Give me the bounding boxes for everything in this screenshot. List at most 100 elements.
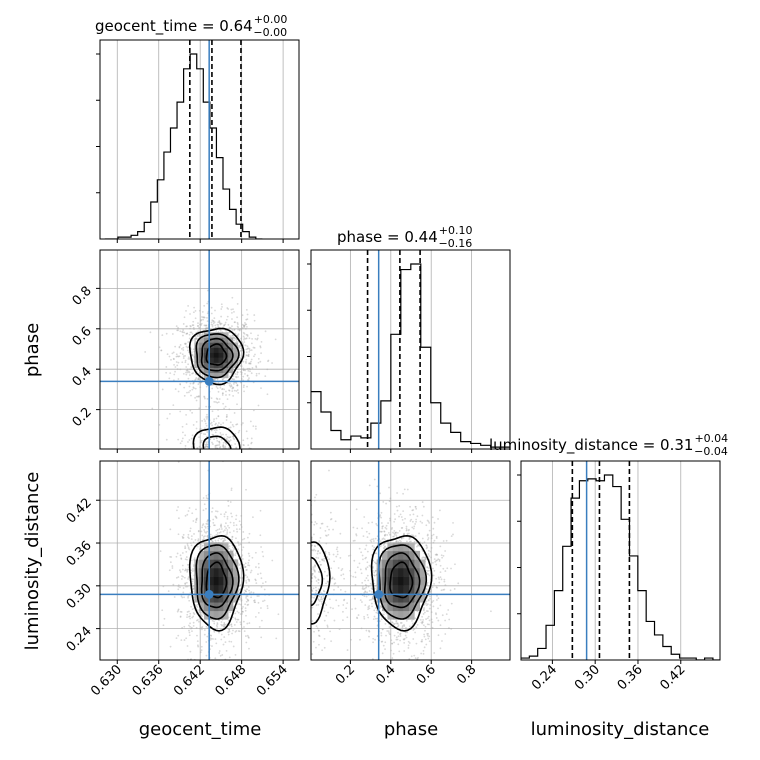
sample-point bbox=[426, 581, 429, 584]
density-cell bbox=[199, 593, 205, 603]
sample-point bbox=[200, 546, 202, 549]
sample-point bbox=[240, 467, 242, 469]
sample-point bbox=[240, 377, 243, 380]
sample-point bbox=[228, 446, 231, 449]
sample-point bbox=[256, 595, 259, 597]
sample-point bbox=[189, 331, 192, 334]
sample-point bbox=[242, 454, 244, 456]
sample-point bbox=[241, 610, 244, 613]
sample-point bbox=[238, 630, 241, 633]
sample-point bbox=[215, 465, 217, 467]
sample-point bbox=[214, 515, 217, 518]
density-cell bbox=[223, 347, 229, 353]
sample-point bbox=[171, 333, 174, 335]
sample-point bbox=[238, 466, 240, 468]
sample-point bbox=[184, 359, 187, 362]
sample-point bbox=[225, 437, 228, 440]
sample-point bbox=[194, 483, 196, 485]
sample-point bbox=[248, 559, 250, 562]
sample-point bbox=[264, 330, 267, 333]
sample-point bbox=[214, 638, 217, 640]
sample-point bbox=[450, 535, 453, 537]
sample-point bbox=[205, 443, 208, 446]
sample-point bbox=[430, 618, 433, 621]
y-tick-label: 0.8 bbox=[70, 284, 95, 309]
sample-point bbox=[215, 401, 217, 403]
sample-point bbox=[393, 535, 395, 538]
sample-point bbox=[245, 569, 248, 571]
sample-point bbox=[216, 463, 218, 465]
sample-point bbox=[427, 553, 430, 555]
contour-line bbox=[205, 561, 228, 599]
contour-line bbox=[200, 552, 234, 609]
sample-point bbox=[192, 424, 195, 426]
x-tick-label: 0.636 bbox=[130, 662, 167, 699]
sample-point bbox=[210, 321, 213, 324]
sample-point bbox=[196, 464, 198, 466]
sample-point bbox=[228, 426, 230, 429]
sample-point bbox=[428, 607, 431, 610]
sample-point bbox=[384, 641, 387, 644]
sample-point bbox=[176, 509, 178, 512]
sample-point bbox=[182, 329, 185, 331]
sample-point bbox=[219, 654, 222, 657]
sample-point bbox=[364, 567, 367, 570]
sample-point bbox=[224, 471, 226, 473]
sample-point bbox=[218, 442, 221, 444]
sample-point bbox=[219, 323, 222, 326]
sample-point bbox=[182, 349, 185, 351]
sample-point bbox=[188, 599, 191, 602]
density-cell bbox=[233, 585, 239, 594]
sample-point bbox=[367, 585, 370, 588]
sample-point bbox=[435, 559, 438, 562]
sample-point bbox=[251, 337, 254, 340]
sample-point bbox=[185, 366, 188, 368]
sample-point bbox=[229, 382, 231, 385]
sample-point bbox=[437, 607, 439, 610]
sample-point bbox=[426, 570, 429, 572]
sample-point bbox=[349, 554, 352, 557]
sample-point bbox=[367, 522, 370, 524]
sample-point bbox=[430, 590, 433, 592]
sample-point bbox=[388, 500, 391, 503]
sample-point bbox=[177, 329, 180, 332]
sample-point bbox=[401, 626, 404, 629]
sample-point bbox=[432, 574, 435, 577]
sample-point bbox=[214, 431, 217, 434]
sample-point bbox=[267, 359, 270, 362]
sample-point bbox=[220, 526, 223, 529]
sample-point bbox=[405, 626, 407, 629]
sample-point bbox=[426, 634, 429, 637]
sample-point bbox=[232, 435, 235, 438]
sample-point bbox=[260, 607, 262, 609]
sample-point bbox=[414, 506, 417, 508]
sample-point bbox=[235, 457, 237, 459]
sample-point bbox=[179, 586, 181, 589]
sample-point bbox=[220, 308, 223, 310]
sample-point bbox=[183, 386, 186, 389]
density-cell bbox=[199, 362, 205, 368]
sample-point bbox=[398, 505, 401, 507]
density-cell bbox=[228, 362, 234, 368]
sample-point bbox=[439, 576, 442, 579]
sample-point bbox=[189, 382, 192, 385]
sample-point bbox=[215, 464, 217, 466]
sample-point bbox=[226, 415, 228, 418]
sample-point bbox=[424, 558, 427, 560]
panel-border bbox=[99, 249, 300, 450]
sample-point bbox=[185, 309, 187, 312]
sample-point bbox=[223, 515, 226, 518]
sample-point bbox=[421, 615, 424, 618]
sample-point bbox=[234, 617, 237, 620]
sample-point bbox=[379, 607, 381, 610]
sample-point bbox=[231, 325, 233, 327]
sample-point bbox=[419, 520, 422, 523]
sample-point bbox=[421, 638, 423, 641]
sample-point bbox=[366, 574, 369, 577]
sample-point bbox=[182, 346, 185, 349]
sample-point bbox=[406, 540, 408, 543]
sample-point bbox=[189, 409, 192, 412]
sample-point bbox=[248, 455, 250, 457]
sample-point bbox=[188, 374, 191, 376]
sample-point bbox=[217, 390, 220, 393]
